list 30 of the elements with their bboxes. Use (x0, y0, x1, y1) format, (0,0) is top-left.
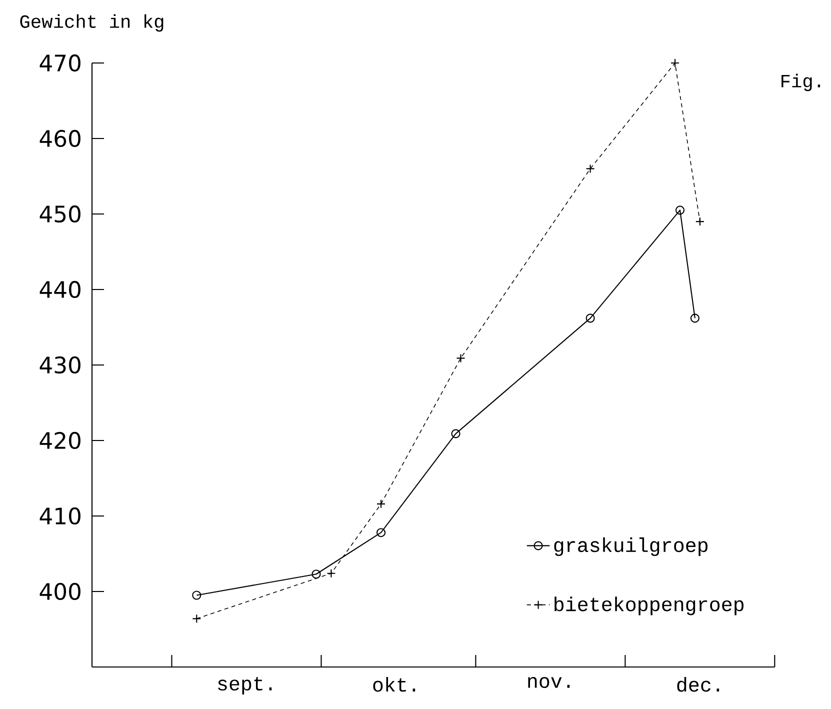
point (690, 314, 700, 323)
y-tick-label: 460 (40, 130, 80, 148)
point (192, 614, 202, 624)
y-tick-label: 470 (40, 54, 80, 72)
point (586, 314, 595, 323)
x-tick-label: sept. (218, 677, 272, 694)
y-tick-label: 410 (40, 507, 80, 525)
y-tick-label: 440 (40, 280, 80, 298)
y-axis-title: Gewicht in kg (20, 14, 164, 32)
x-tick-label: okt. (373, 677, 416, 692)
point (326, 568, 336, 578)
point (451, 429, 460, 438)
point (670, 58, 680, 68)
y-tick-label: 400 (40, 582, 80, 600)
point (312, 570, 321, 579)
text: Fig. (782, 74, 820, 92)
legend-label: graskuilgroep (554, 537, 708, 556)
point (586, 164, 595, 174)
point (192, 590, 202, 600)
point (675, 206, 685, 215)
point (456, 354, 466, 363)
legend-label: bietekoppengroep (554, 596, 744, 616)
x-tick-label: dec. (677, 677, 720, 692)
point (695, 217, 704, 226)
x-tick-label: nov. (528, 677, 570, 688)
point (376, 528, 386, 538)
y-tick-label: 450 (40, 205, 80, 223)
y-tick-label: 420 (40, 432, 80, 450)
y-tick-label: 430 (40, 356, 80, 374)
point (376, 499, 386, 508)
